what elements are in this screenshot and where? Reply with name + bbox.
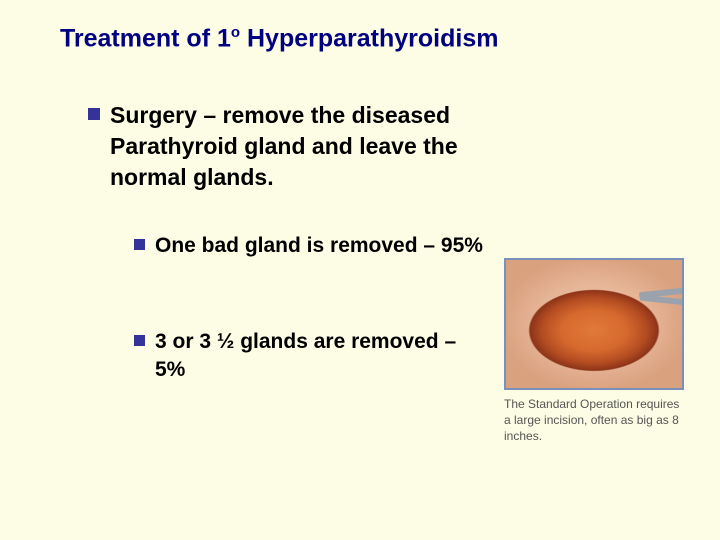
image-block: The Standard Operation requires a large … — [504, 258, 684, 445]
bullet-sub-1: One bad gland is removed – 95% — [134, 232, 483, 260]
bullet-main: Surgery – remove the diseased Parathyroi… — [88, 100, 540, 193]
bullet-sub-2-text: 3 or 3 ½ glands are removed – 5% — [155, 328, 485, 385]
bullet-sub-1-text: One bad gland is removed – 95% — [155, 232, 483, 260]
surgery-image — [504, 258, 684, 390]
image-caption: The Standard Operation requires a large … — [504, 396, 684, 445]
bullet-square-icon — [134, 239, 145, 250]
bullet-square-icon — [134, 335, 145, 346]
title-superscript: o — [231, 24, 240, 41]
title-prefix: Treatment of 1 — [60, 24, 231, 52]
bullet-sub-2: 3 or 3 ½ glands are removed – 5% — [134, 328, 485, 385]
slide-title: Treatment of 1o Hyperparathyroidism — [60, 24, 498, 53]
slide: Treatment of 1o Hyperparathyroidism Surg… — [0, 0, 720, 540]
title-suffix: Hyperparathyroidism — [240, 24, 498, 52]
bullet-square-icon — [88, 108, 100, 120]
surgery-illustration — [506, 260, 682, 388]
bullet-main-text: Surgery – remove the diseased Parathyroi… — [110, 100, 540, 193]
